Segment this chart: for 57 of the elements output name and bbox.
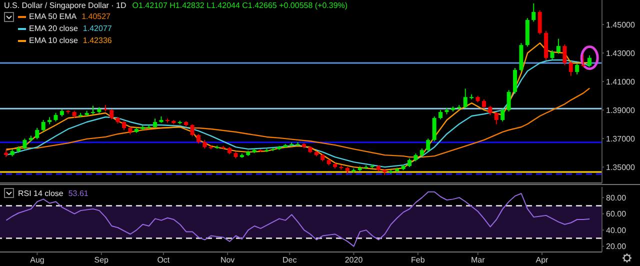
line-series [6, 88, 590, 158]
candlestick [110, 108, 114, 120]
x-tick-label: Mar [470, 256, 486, 265]
y-tick-label: 1.43000 [606, 48, 636, 58]
x-tick-label: Oct [157, 256, 170, 265]
y-tick-label: 60.00 [606, 210, 627, 219]
x-tick-label: Dec [282, 256, 297, 265]
annotation: 1.42336 [82, 35, 112, 47]
x-tick-label: Feb [410, 256, 426, 265]
y-tick-label: 1.39000 [606, 106, 636, 115]
x-tick-label: 2020 [344, 256, 364, 265]
candlestick [562, 44, 567, 66]
candlestick [41, 120, 46, 132]
candlestick [153, 118, 158, 128]
candlestick [513, 67, 518, 94]
candlestick [438, 110, 443, 120]
y-tick-label: 20.00 [606, 242, 627, 252]
candlestick [432, 116, 436, 142]
legend-label: EMA 20 close [29, 23, 78, 35]
candlestick [35, 127, 40, 140]
y-tick-label: 1.37000 [606, 134, 636, 144]
line-series [6, 191, 590, 247]
chart-subtitle: O1.42107 H1.42832 L1.42044 C1.42665 +0.00558 (+0.39%) [132, 1, 348, 10]
annotation: 1.42077 [82, 23, 112, 35]
x-tick-label: Nov [220, 256, 235, 265]
legend-label: EMA 10 close [29, 35, 78, 47]
candlestick [22, 138, 27, 150]
x-tick-label: Sep [94, 256, 110, 265]
candlestick [575, 63, 580, 75]
candlestick [426, 138, 430, 152]
y-tick-label: 40.00 [606, 226, 627, 235]
candlestick [532, 2, 536, 22]
candlestick [482, 98, 486, 110]
candlestick [538, 10, 542, 35]
candlestick [500, 108, 505, 122]
candlestick [506, 90, 511, 112]
chart-title: U.S. Dollar / Singapore Dollar · 1D [4, 1, 126, 10]
annotation: 53.61 [68, 188, 88, 198]
series-label: RSI 14 close [18, 188, 64, 198]
x-tick-label: Apr [536, 256, 549, 265]
candlestick [463, 88, 468, 108]
candlestick [587, 54, 592, 68]
candlestick [556, 38, 560, 54]
annotation: 1.40527 [82, 11, 110, 23]
legend-label: EMA 50 EMA [29, 11, 77, 23]
candlestick [568, 61, 573, 76]
y-tick-label: 80.00 [606, 193, 627, 202]
y-tick-label: 1.41000 [606, 77, 636, 86]
candlestick [550, 50, 554, 60]
candlestick [494, 112, 498, 125]
candlestick [581, 54, 586, 68]
y-tick-label: 1.35000 [606, 162, 636, 172]
candlestick [196, 134, 200, 144]
candlestick [190, 124, 194, 137]
y-tick-label: 1.45000 [606, 20, 636, 30]
x-tick-label: Aug [30, 256, 44, 265]
candlestick [488, 105, 492, 116]
